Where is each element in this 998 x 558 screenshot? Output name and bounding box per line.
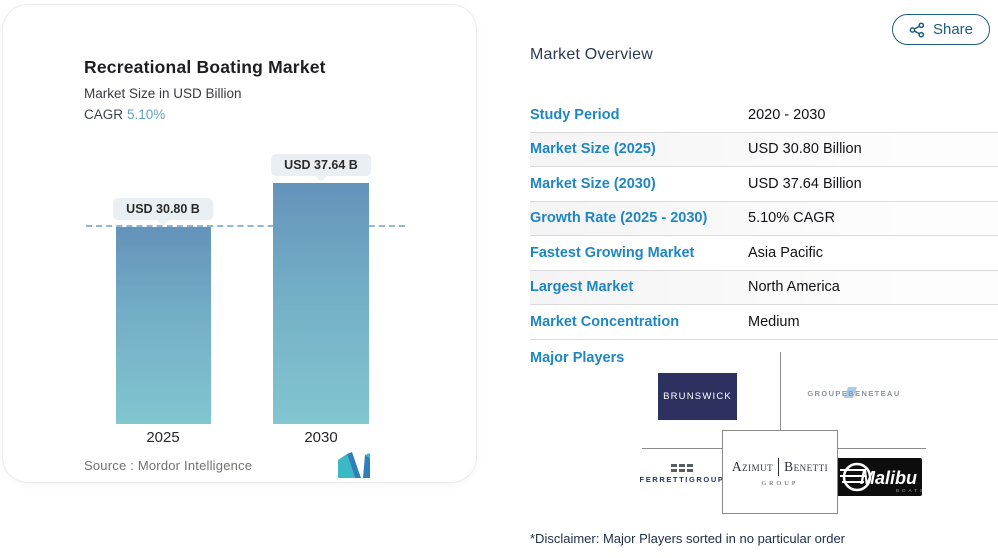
mordor-intelligence-logo-icon <box>337 452 371 485</box>
players-divider-horizontal-right <box>836 448 926 449</box>
row-value: 5.10% CAGR <box>748 210 836 227</box>
table-row: Market Size (2025) USD 30.80 Billion <box>530 132 998 167</box>
ferretti-bars-icon <box>671 464 693 473</box>
share-button[interactable]: Share <box>891 14 990 45</box>
row-label: Market Size (2030) <box>530 175 656 192</box>
row-value: Medium <box>748 313 800 330</box>
row-value: North America <box>748 279 840 296</box>
azimut-word: Azimut <box>731 458 774 474</box>
table-row: Fastest Growing Market Asia Pacific <box>530 236 998 271</box>
row-value: USD 30.80 Billion <box>748 141 862 158</box>
ferretti-logo-text: FERRETTIGROUP <box>639 475 725 484</box>
table-row: Market Size (2030) USD 37.64 Billion <box>530 167 998 202</box>
market-overview-panel: Share Market Overview Study Period 2020 … <box>530 0 998 558</box>
chart-card: Recreational Boating Market Market Size … <box>2 4 477 483</box>
row-label: Growth Rate (2025 - 2030) <box>530 210 708 227</box>
azimut-divider <box>778 457 780 476</box>
svg-text:Malibu: Malibu <box>860 468 917 488</box>
bar-2030[interactable] <box>273 183 369 424</box>
row-label: Fastest Growing Market <box>530 244 695 261</box>
bar-2025[interactable] <box>116 226 211 424</box>
overview-table: Study Period 2020 - 2030 Market Size (20… <box>530 98 998 340</box>
row-value: Asia Pacific <box>748 244 823 261</box>
x-axis-label-2025: 2025 <box>146 429 180 446</box>
benetti-word: Benetti <box>784 458 829 474</box>
bar-value-label-2025: USD 30.80 B <box>113 197 213 220</box>
players-divider-horizontal-left <box>642 448 724 449</box>
table-row: Study Period 2020 - 2030 <box>530 98 998 133</box>
row-label: Largest Market <box>530 279 634 296</box>
table-row: Largest Market North America <box>530 270 998 305</box>
x-axis-label-2030: 2030 <box>304 429 338 446</box>
azimut-benetti-wordmark: Azimut Benetti <box>731 457 829 476</box>
source-attribution: Source : Mordor Intelligence <box>84 458 253 473</box>
players-divider-vertical <box>780 352 781 430</box>
groupe-beneteau-logo: GROUPEBENETEAU <box>798 389 910 398</box>
panel-heading: Market Overview <box>530 46 654 63</box>
bar-value-label-2030: USD 37.64 B <box>271 154 371 177</box>
share-icon <box>909 21 925 38</box>
azimut-benetti-logo: Azimut Benetti GROUP <box>722 430 838 514</box>
chart-title: Recreational Boating Market <box>84 57 326 77</box>
brunswick-logo: BRUNSWICK <box>658 373 737 420</box>
chart-subtitle: Market Size in USD Billion <box>84 86 242 101</box>
row-label: Study Period <box>530 106 620 123</box>
row-label: Market Size (2025) <box>530 141 656 158</box>
disclaimer-text: *Disclaimer: Major Players sorted in no … <box>530 531 846 546</box>
beneteau-flash-b: B <box>848 389 856 398</box>
azimut-group-subtext: GROUP <box>761 479 799 487</box>
major-players-label: Major Players <box>530 350 625 366</box>
cagr-value: 5.10% <box>127 107 166 122</box>
brunswick-logo-text: BRUNSWICK <box>663 391 732 402</box>
svg-text:BOATS: BOATS <box>896 488 922 493</box>
cagr-label: CAGR <box>84 107 124 122</box>
beneteau-text-pre: GROUPE <box>807 389 849 398</box>
table-row: Growth Rate (2025 - 2030) 5.10% CAGR <box>530 201 998 236</box>
chart-cagr: CAGR 5.10% <box>84 107 165 122</box>
malibu-boats-logo: Malibu BOATS <box>836 458 923 501</box>
row-label: Market Concentration <box>530 313 680 330</box>
ferretti-group-logo: FERRETTIGROUP <box>640 464 724 484</box>
reference-dashed-line <box>86 224 405 227</box>
row-value: 2020 - 2030 <box>748 106 826 123</box>
share-button-label: Share <box>932 21 973 38</box>
table-row: Market Concentration Medium <box>530 305 998 340</box>
row-value: USD 37.64 Billion <box>748 175 862 192</box>
beneteau-text-post: ENETEAU <box>855 389 901 398</box>
